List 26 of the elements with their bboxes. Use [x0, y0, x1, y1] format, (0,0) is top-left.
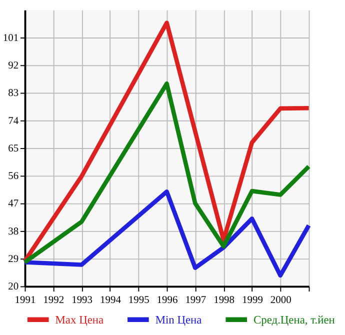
y-tick-label: 101 [2, 32, 19, 44]
y-tick-label: 38 [8, 226, 19, 238]
x-tick-label: 1993 [72, 294, 93, 306]
line-series [22, 20, 311, 264]
y-tick-label: 83 [8, 88, 19, 100]
legend-label: Сред.Цена, т.йен [254, 314, 335, 326]
x-tick-label: 1995 [128, 294, 150, 306]
x-tick-label: 1998 [214, 294, 235, 306]
legend-label: Max Цена [55, 314, 104, 326]
legend-label: Min Цена [155, 314, 202, 326]
y-tick-label: 47 [8, 198, 19, 210]
x-tick-label: 1996 [156, 294, 178, 306]
x-tick-label: 1999 [242, 294, 263, 306]
y-tick-label: 65 [8, 143, 19, 154]
x-tick-label: 1997 [185, 294, 206, 306]
y-tick-label: 56 [8, 171, 19, 182]
y-tick-label: 29 [8, 254, 19, 265]
y-tick-label: 74 [8, 116, 20, 127]
y-tick-label: 92 [8, 60, 19, 72]
x-tick-label: 1994 [100, 294, 122, 306]
x-tick-label: 1992 [43, 294, 64, 306]
line-series [22, 81, 311, 264]
x-tick-label: 2000 [270, 294, 292, 306]
x-tick-label: 1991 [14, 294, 36, 306]
line-series [22, 190, 311, 278]
y-tick-label: 20 [8, 282, 19, 293]
